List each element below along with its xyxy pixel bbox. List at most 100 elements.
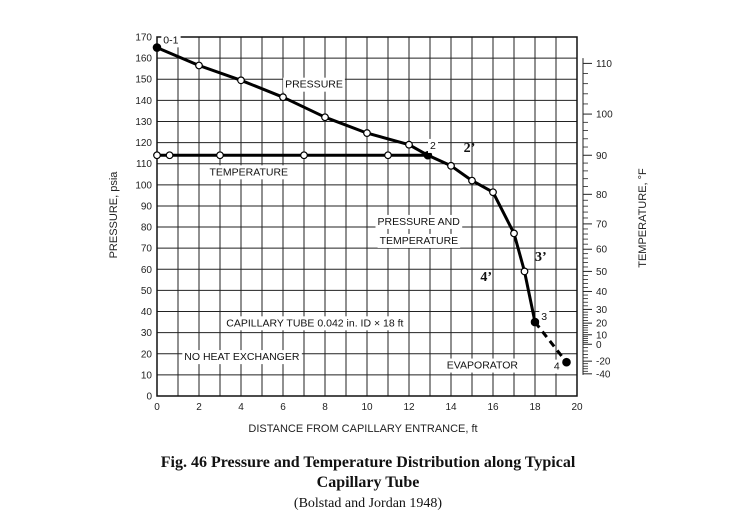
series-line: [155, 46, 537, 324]
annotation-text: TEMPERATURE: [380, 235, 459, 247]
y2-tick-label: 100: [596, 110, 613, 121]
annotation-bg: [207, 165, 291, 180]
x-tick-label: 10: [361, 402, 373, 413]
figure-caption-subtitle: Capillary Tube: [316, 474, 420, 491]
data-point: [279, 93, 287, 102]
annotation-text: 0-1: [163, 34, 178, 46]
x-tick-label: 16: [487, 402, 499, 413]
annotation-text: 2’: [464, 141, 476, 156]
data-point: [300, 151, 308, 160]
y-tick-label: 60: [141, 265, 153, 276]
figure-caption-source: (Bolstad and Jordan 1948): [293, 496, 443, 511]
annotation-bg: [539, 309, 550, 324]
y-tick-label: 110: [136, 159, 152, 170]
x-tick-label: 0: [154, 402, 160, 413]
y-tick-label: 20: [141, 349, 153, 360]
y2-axis-label: TEMPERATURE, °F: [637, 168, 649, 268]
evaporator-dashed-line: [533, 321, 568, 364]
annotation-bg: [182, 350, 302, 365]
data-point: [195, 61, 203, 70]
y2-tick-label: 90: [596, 151, 608, 162]
annotation-bg: [551, 359, 562, 374]
annotation: NO HEAT EXCHANGER: [182, 350, 302, 365]
data-point: [216, 151, 224, 160]
x-tick-label: 4: [238, 402, 244, 413]
y-tick-label: 120: [135, 138, 152, 149]
data-point: [489, 188, 497, 197]
state-point: [530, 317, 540, 327]
annotation: PRESSURE AND: [375, 214, 463, 229]
annotation: 0-1: [161, 33, 181, 48]
annotation-bg: [283, 77, 345, 92]
x-tick-label: 12: [403, 402, 415, 413]
data-point: [468, 176, 476, 185]
x-tick-labels: 0 2 4 6 8 10 12 14 16 18 20: [154, 402, 583, 413]
y-tick-label: 50: [141, 286, 153, 297]
annotation: TEMPERATURE: [377, 233, 461, 248]
annotation-bg: [444, 358, 521, 373]
annotation-text: PRESSURE AND: [378, 216, 461, 228]
y-axis-label: PRESSURE, psia: [108, 171, 120, 259]
y2-tick-label: 80: [596, 190, 608, 201]
data-point: [165, 151, 174, 160]
data-markers: [152, 43, 571, 367]
annotation: 2: [428, 138, 438, 153]
x-tick-label: 2: [196, 402, 202, 413]
y2-tick-label: -20: [596, 357, 611, 368]
y2-tick-label: 40: [596, 287, 608, 298]
y-tick-label: 140: [135, 96, 152, 107]
y2-tick-label: 10: [596, 330, 608, 341]
y-tick-labels: 0 10 20 30 40 50 60 70 80 90 100 110 120 130 140 150 160…: [135, 33, 152, 403]
data-point: [321, 113, 329, 122]
annotation-bg: [161, 33, 181, 48]
series-lines: [155, 46, 568, 364]
y2-tick-label: 70: [596, 219, 608, 230]
y-tick-label: 170: [135, 33, 152, 44]
figure-caption-title: Fig. 46 Pressure and Temperature Distrib…: [160, 454, 576, 471]
annotation-text: NO HEAT EXCHANGER: [184, 351, 300, 363]
data-point: [237, 76, 245, 85]
grid: [156, 36, 578, 397]
annotation-text: 3’: [535, 250, 547, 265]
annotation-text: TEMPERATURE: [210, 166, 289, 178]
y-tick-label: 30: [141, 328, 153, 339]
plot-frame: [156, 36, 578, 397]
annotation: CAPILLARY TUBE 0.042 in. ID × 18 ft: [224, 316, 406, 331]
annotation-bg: [375, 214, 463, 229]
data-point: [447, 161, 455, 170]
data-point: [384, 151, 392, 160]
annotation-bg: [428, 138, 438, 153]
x-tick-label: 14: [445, 402, 457, 413]
y2-tick-label: -40: [596, 369, 611, 380]
x-tick-label: 18: [529, 402, 541, 413]
annotation-text: EVAPORATOR: [447, 360, 519, 372]
data-point: [405, 140, 413, 149]
annotation-text: 4’: [480, 270, 492, 285]
y-tick-label: 100: [135, 180, 152, 191]
y-tick-label: 40: [141, 307, 153, 318]
y-tick-label: 10: [141, 370, 153, 381]
annotation: PRESSURE: [283, 77, 345, 92]
y-tick-label: 0: [146, 392, 152, 403]
data-point: [510, 229, 518, 238]
annotation-text: PRESSURE: [285, 79, 343, 91]
annotation-text: 4: [554, 361, 560, 373]
annotation: 3’: [535, 250, 547, 265]
y2-tick-label: 50: [596, 267, 608, 278]
annotation: EVAPORATOR: [444, 358, 521, 373]
annotation: 4: [551, 359, 562, 374]
annotation: 2’: [464, 141, 476, 156]
y-tick-label: 90: [141, 201, 153, 212]
plot-border: [156, 36, 578, 397]
annotation: 4’: [480, 270, 492, 285]
data-point: [520, 267, 529, 276]
y-tick-label: 160: [135, 54, 152, 65]
y2-tick-label: 110: [596, 59, 612, 70]
x-tick-label: 8: [322, 402, 328, 413]
data-point: [153, 151, 161, 160]
x-tick-label: 20: [571, 402, 583, 413]
y2-tick-label: 60: [596, 245, 608, 256]
annotation: TEMPERATURE: [207, 165, 291, 180]
y-tick-label: 150: [135, 75, 152, 86]
